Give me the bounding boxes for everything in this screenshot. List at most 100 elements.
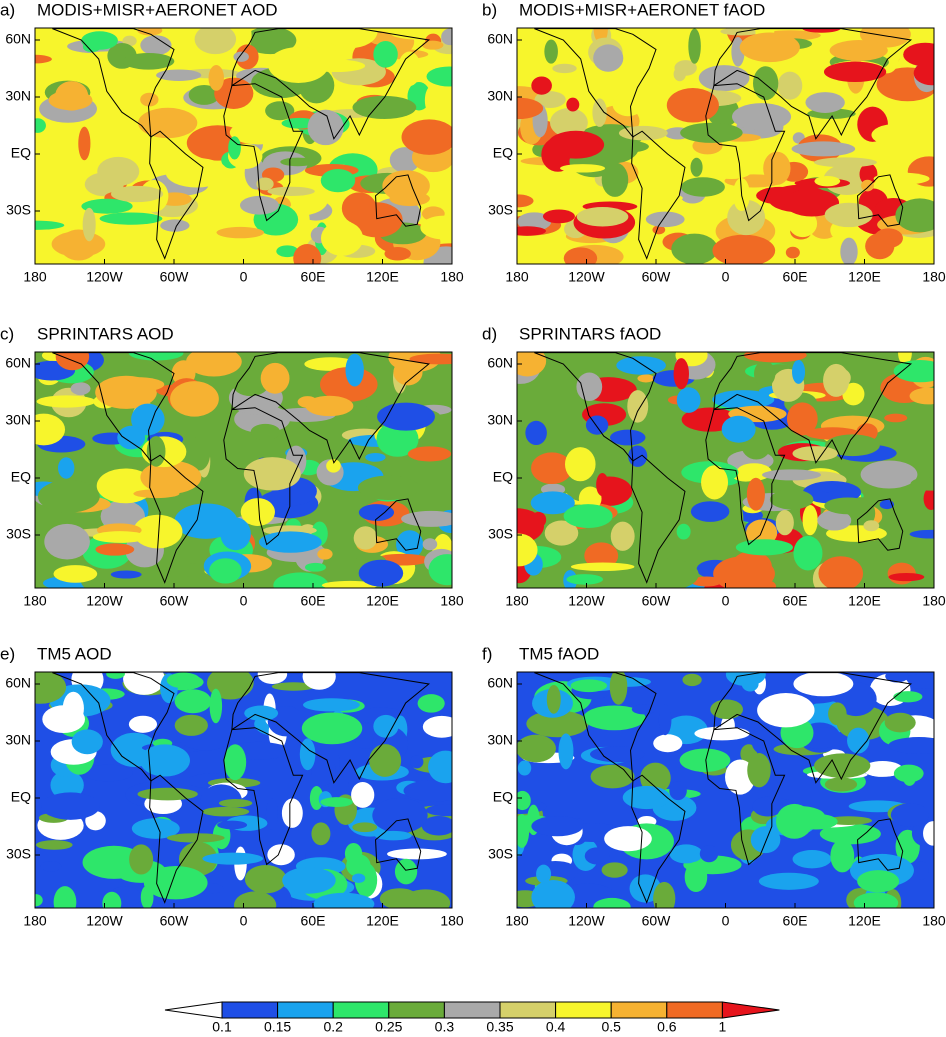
map-blob <box>757 693 815 728</box>
map-blob <box>785 246 800 259</box>
map-blob <box>353 526 378 550</box>
lon-label: 120E <box>366 593 399 609</box>
map-blob <box>830 839 855 873</box>
colorbar-label: 0.2 <box>323 1019 343 1035</box>
map-blob <box>526 710 589 738</box>
map-blob <box>35 894 43 907</box>
map-blob <box>909 529 934 539</box>
map-blob <box>82 845 146 879</box>
map-blob <box>188 436 211 471</box>
panel-title: SPRINTARS AOD <box>37 324 174 343</box>
colorbar-box <box>277 1001 334 1019</box>
map-blob <box>299 738 316 771</box>
lon-label: 60W <box>160 913 190 929</box>
lat-label: EQ <box>493 145 513 161</box>
map-blob <box>233 891 277 908</box>
lat-label: EQ <box>11 469 31 485</box>
coastline <box>231 672 431 784</box>
map-blob <box>117 425 146 450</box>
map-blob <box>81 198 133 214</box>
colorbar-box <box>499 1001 557 1019</box>
map-blob <box>344 842 363 865</box>
map-blob <box>708 156 755 180</box>
map-blob <box>422 538 438 551</box>
map-blob <box>35 672 67 704</box>
map-blob <box>140 35 172 56</box>
map-blob <box>777 71 803 100</box>
map-blob <box>258 531 322 553</box>
map-blob <box>694 726 750 741</box>
map-blob <box>680 122 743 143</box>
map-blob <box>209 558 242 584</box>
map-blob <box>530 491 575 515</box>
map-blob <box>106 672 125 679</box>
map-blob <box>271 682 316 691</box>
map-blob <box>923 487 934 510</box>
map-blob <box>70 382 91 396</box>
map-blob <box>95 543 135 556</box>
map-blob <box>788 210 818 238</box>
map-blob <box>769 489 814 510</box>
map-blob <box>585 415 609 435</box>
map-blob <box>111 185 164 203</box>
map-blob <box>584 542 619 569</box>
coastline <box>631 454 686 584</box>
map-blob <box>345 353 364 387</box>
coastline <box>149 454 204 584</box>
map-blob <box>517 226 547 236</box>
map-blob <box>842 382 865 406</box>
map-blob <box>859 163 878 186</box>
map-blob <box>352 822 378 833</box>
map-blob <box>814 753 871 778</box>
lon-label: 120E <box>848 913 881 929</box>
map-blob <box>884 712 916 733</box>
lat-label: 30N <box>5 412 31 428</box>
map-blob <box>428 750 452 784</box>
map-blob <box>35 220 65 230</box>
map-blob <box>421 40 444 50</box>
map-blob <box>313 892 375 908</box>
map-blob <box>857 870 900 893</box>
panel-title: MODIS+MISR+AERONET fAOD <box>519 0 765 19</box>
map-blob <box>393 359 423 386</box>
map-blob <box>379 888 420 908</box>
map-blob <box>618 125 668 141</box>
map-blob <box>352 95 417 119</box>
map-blob <box>57 457 75 479</box>
map-blob <box>913 61 934 86</box>
map-blob <box>792 849 832 869</box>
map-blob <box>365 453 386 462</box>
map-blob <box>758 872 819 890</box>
map-blob <box>517 97 544 120</box>
map-blob <box>684 861 708 893</box>
coastline <box>631 774 686 904</box>
colorbar-label: 0.25 <box>375 1019 402 1035</box>
map-blob <box>186 352 242 377</box>
map-blob <box>913 861 929 880</box>
map-blob <box>747 753 771 788</box>
colorbar-box <box>666 1001 723 1019</box>
lat-label: 30N <box>487 88 513 104</box>
map-blob <box>123 672 165 695</box>
map-blob <box>517 760 532 776</box>
map-blob <box>666 88 719 123</box>
map-blob <box>531 76 552 95</box>
map-blob <box>389 147 421 173</box>
map-blob <box>250 423 281 441</box>
map-blob <box>131 818 180 839</box>
map-blob <box>36 395 96 408</box>
map-blob <box>805 92 845 113</box>
map-blob <box>640 762 671 794</box>
map-blob <box>525 420 547 446</box>
map-blob <box>893 764 924 783</box>
map-blob <box>35 54 52 64</box>
map-blob <box>727 199 766 236</box>
map-blob <box>282 866 336 894</box>
map-blob <box>320 797 353 808</box>
map-blob <box>78 126 91 161</box>
map-blob <box>202 852 264 865</box>
map-blob <box>188 84 220 105</box>
map-blob <box>735 539 793 556</box>
lon-label: 0 <box>240 593 248 609</box>
